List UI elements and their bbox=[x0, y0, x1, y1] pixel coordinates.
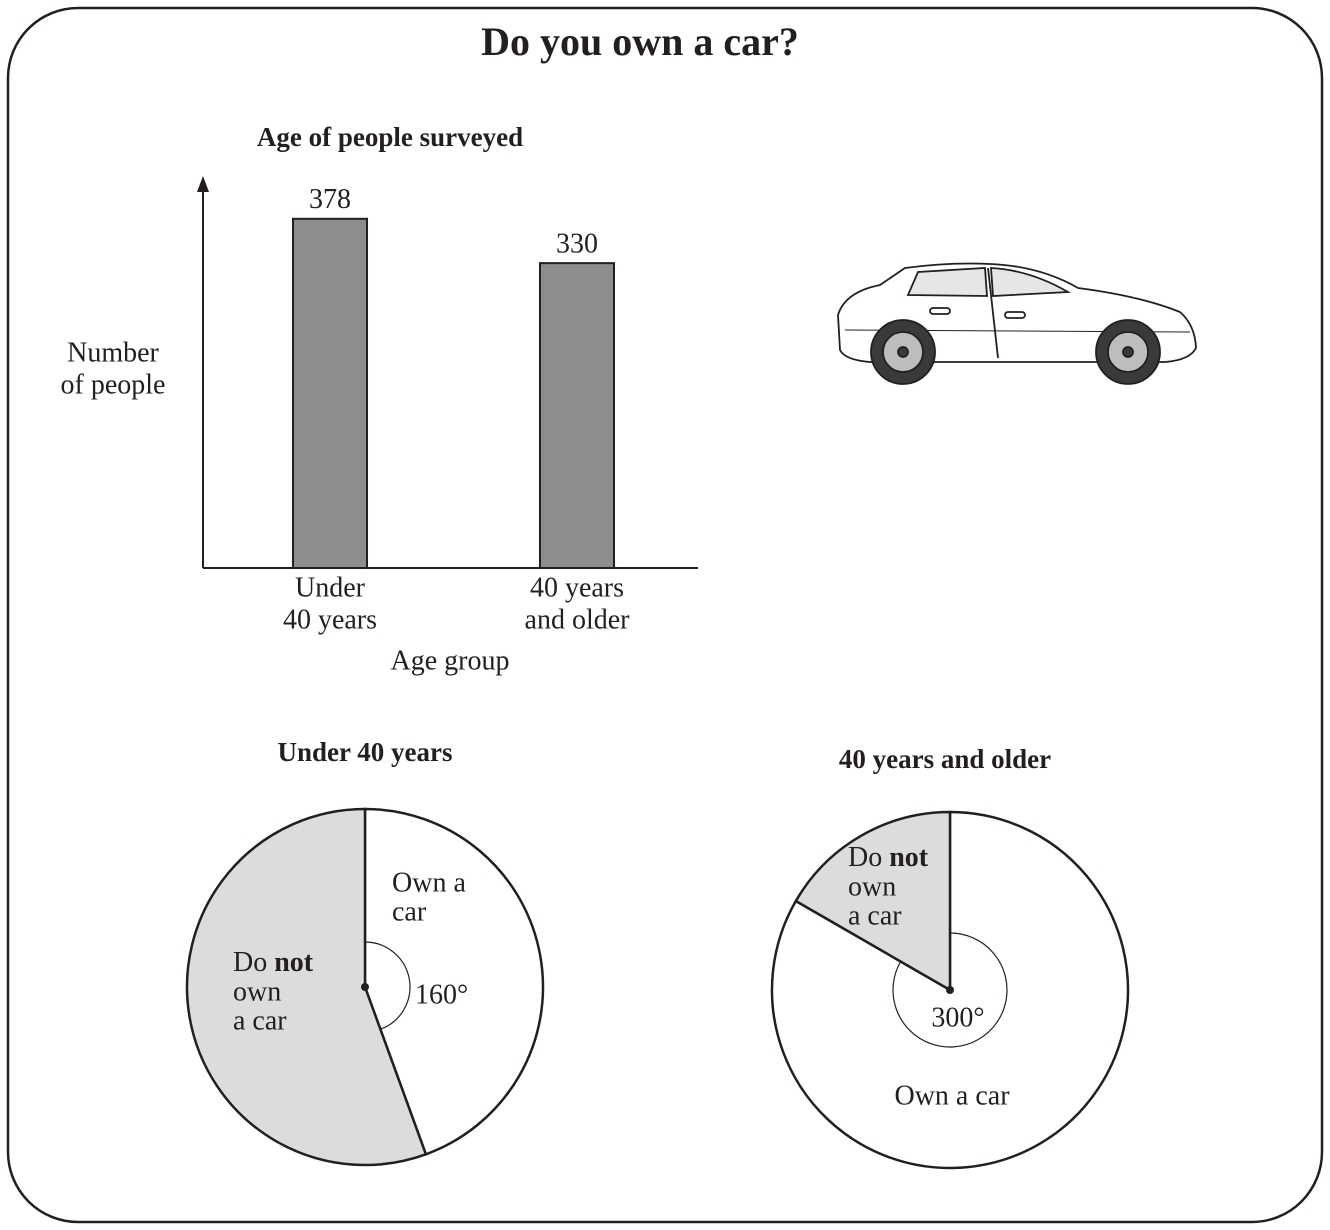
y-axis-label: of people bbox=[61, 369, 166, 400]
x-tick-label: Under bbox=[295, 572, 366, 603]
y-axis-label: Number bbox=[67, 337, 159, 368]
chart-title: Under 40 years bbox=[278, 737, 453, 767]
slice-label-part: not bbox=[274, 947, 314, 978]
slice-label: own bbox=[233, 976, 281, 1007]
chart-title: Age of people surveyed bbox=[257, 122, 523, 152]
value-label: 378 bbox=[309, 184, 351, 215]
bar bbox=[540, 263, 614, 568]
slice-label: a car bbox=[233, 1005, 287, 1036]
slice-label: Own a bbox=[392, 867, 466, 898]
page: Do you own a car? Age of people surveyed… bbox=[0, 0, 1330, 1230]
slice-label: Do not bbox=[233, 947, 314, 978]
slice-label: a car bbox=[848, 900, 902, 931]
bar bbox=[293, 219, 367, 568]
slice-label-part: Do bbox=[233, 947, 274, 978]
x-axis-label: Age group bbox=[391, 645, 510, 676]
slice-label: Do not bbox=[848, 842, 929, 873]
slice-label: own bbox=[848, 871, 896, 902]
slice-label: Own a car bbox=[894, 1080, 1010, 1111]
x-tick-label: and older bbox=[525, 604, 631, 635]
slice-label-part: not bbox=[889, 842, 929, 873]
slice-label-part: Do bbox=[848, 842, 889, 873]
angle-label: 160° bbox=[415, 979, 468, 1010]
angle-label: 300° bbox=[931, 1002, 984, 1033]
chart-title: 40 years and older bbox=[839, 744, 1051, 774]
page-title: Do you own a car? bbox=[481, 19, 799, 64]
pie-center bbox=[946, 986, 954, 994]
x-tick-label: 40 years bbox=[283, 604, 377, 635]
slice-label: car bbox=[392, 896, 427, 927]
value-label: 330 bbox=[556, 229, 598, 260]
x-tick-label: 40 years bbox=[530, 572, 624, 603]
pie-center bbox=[361, 983, 369, 991]
